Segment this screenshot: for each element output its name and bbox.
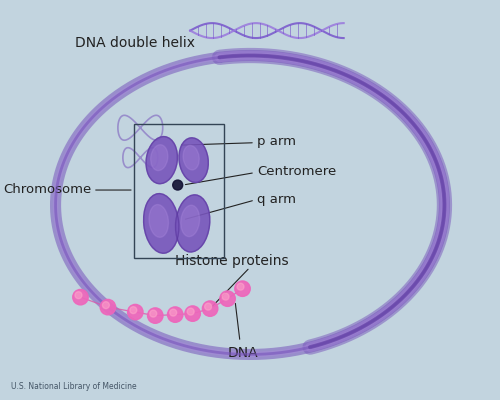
Circle shape: [148, 308, 163, 323]
Text: U.S. National Library of Medicine: U.S. National Library of Medicine: [10, 382, 136, 391]
Ellipse shape: [176, 195, 210, 252]
Ellipse shape: [146, 137, 178, 184]
Text: DNA: DNA: [228, 346, 258, 360]
Circle shape: [102, 302, 110, 309]
Circle shape: [128, 304, 143, 320]
Text: q arm: q arm: [258, 192, 296, 206]
Circle shape: [187, 308, 194, 315]
Ellipse shape: [150, 145, 168, 170]
Ellipse shape: [183, 145, 199, 170]
Ellipse shape: [144, 194, 179, 253]
Circle shape: [204, 303, 212, 310]
Text: Histone proteins: Histone proteins: [175, 254, 289, 268]
Circle shape: [220, 291, 236, 306]
Circle shape: [237, 283, 244, 290]
Circle shape: [100, 300, 116, 315]
Text: p arm: p arm: [258, 135, 296, 148]
Circle shape: [235, 281, 250, 296]
Bar: [134, 124, 224, 258]
Circle shape: [72, 290, 88, 305]
Ellipse shape: [180, 205, 200, 237]
Circle shape: [222, 293, 229, 300]
Text: DNA double helix: DNA double helix: [76, 36, 196, 50]
Ellipse shape: [149, 204, 169, 237]
Circle shape: [75, 292, 82, 299]
Text: Centromere: Centromere: [258, 165, 336, 178]
Text: Chromosome: Chromosome: [3, 182, 92, 196]
Circle shape: [185, 306, 200, 321]
Circle shape: [170, 309, 176, 316]
Circle shape: [130, 307, 137, 314]
Ellipse shape: [179, 138, 208, 182]
Circle shape: [172, 180, 182, 190]
Circle shape: [202, 301, 218, 316]
Circle shape: [150, 310, 157, 317]
Circle shape: [168, 307, 183, 322]
